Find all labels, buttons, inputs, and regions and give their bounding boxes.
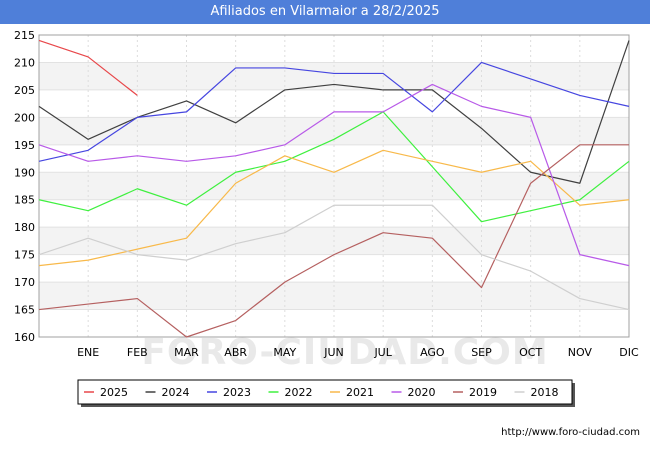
x-tick-label: MAR	[174, 346, 199, 359]
y-tick-label: 180	[14, 221, 35, 234]
y-tick-label: 160	[14, 331, 35, 344]
series-line-2023	[38, 61, 630, 162]
y-tick-label: 175	[14, 249, 35, 262]
legend-label: 2025	[100, 386, 128, 399]
series-line-2019	[38, 144, 629, 338]
y-tick-label: 170	[14, 276, 35, 289]
x-tick-label: JUL	[373, 346, 392, 359]
legend-label: 2019	[469, 386, 497, 399]
series-line-2020	[38, 83, 630, 267]
y-tick-label: 205	[14, 84, 35, 97]
x-tick-label: ABR	[224, 346, 247, 359]
x-tick-label: JUN	[323, 346, 344, 359]
plot-border	[38, 34, 630, 338]
x-tick-label: DIC	[619, 346, 639, 359]
legend-label: 2024	[162, 386, 190, 399]
y-tick-label: 165	[14, 304, 35, 317]
y-tick-label: 190	[14, 166, 35, 179]
legend	[77, 379, 573, 405]
series-line-2018	[38, 204, 630, 311]
watermark: FORO-CIUDAD.COM	[141, 332, 548, 373]
source-url: http://www.foro-ciudad.com	[501, 427, 640, 438]
legend-label: 2018	[531, 386, 559, 399]
y-tick-label: 200	[14, 111, 35, 124]
legend-label: 2021	[346, 386, 374, 399]
x-tick-label: SEP	[471, 346, 492, 359]
series-line-2021	[38, 149, 630, 267]
series-line-2025	[38, 39, 138, 96]
x-tick-label: ENE	[77, 346, 99, 359]
x-tick-label: AGO	[420, 346, 445, 359]
chart-title: Afiliados en Vilarmaior a 28/2/2025	[0, 0, 650, 24]
x-tick-label: FEB	[127, 346, 148, 359]
legend-label: 2023	[223, 386, 251, 399]
y-tick-label: 210	[14, 56, 35, 69]
legend-label: 2020	[408, 386, 436, 399]
legend-label: 2022	[285, 386, 313, 399]
series-line-2022	[38, 111, 630, 223]
x-tick-label: NOV	[568, 346, 593, 359]
y-tick-label: 185	[14, 194, 35, 207]
y-tick-label: 195	[14, 139, 35, 152]
x-tick-label: OCT	[519, 346, 542, 359]
y-tick-label: 215	[14, 29, 35, 42]
x-tick-label: MAY	[273, 346, 296, 359]
